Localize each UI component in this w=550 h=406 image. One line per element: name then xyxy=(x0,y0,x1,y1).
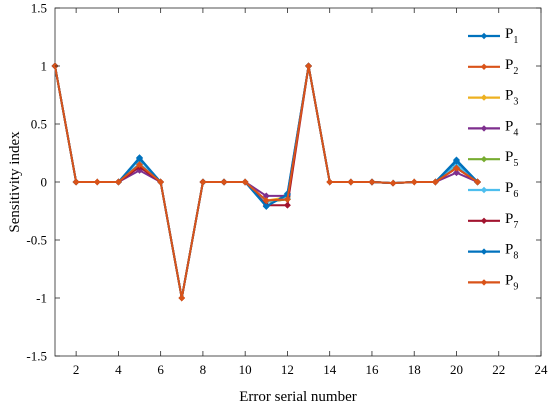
x-tick-label: 22 xyxy=(492,362,505,377)
x-tick-label: 12 xyxy=(281,362,294,377)
x-tick-label: 10 xyxy=(239,362,252,377)
x-tick-label: 2 xyxy=(73,362,80,377)
legend-swatch-marker xyxy=(480,248,488,255)
legend-item: P3 xyxy=(468,88,518,108)
data-point xyxy=(262,202,270,210)
data-point xyxy=(157,178,165,186)
data-point xyxy=(452,169,461,177)
data-point xyxy=(305,62,313,70)
y-tick-label: 1.5 xyxy=(31,1,47,16)
data-point xyxy=(114,178,122,186)
y-tick-label: 0.5 xyxy=(31,117,47,132)
data-point xyxy=(93,178,101,186)
data-point xyxy=(241,178,249,186)
legend-swatch-marker xyxy=(480,32,488,40)
data-point xyxy=(431,178,439,186)
legend: P1 P2 P3 P4 P5 P6 P7 P8 P9 xyxy=(468,26,518,292)
data-point xyxy=(199,178,207,186)
plot-frame xyxy=(54,7,542,357)
legend-swatch-marker xyxy=(480,94,488,101)
data-point xyxy=(389,179,397,187)
data-point xyxy=(178,294,186,302)
data-point xyxy=(283,201,291,209)
legend-swatch-marker xyxy=(480,125,488,132)
x-tick-label: 14 xyxy=(323,362,337,377)
data-point xyxy=(452,164,461,172)
x-tick-label: 20 xyxy=(450,362,463,377)
legend-label: P3 xyxy=(505,88,518,108)
data-point xyxy=(220,178,228,186)
x-tick-label: 18 xyxy=(408,362,421,377)
legend-label: P6 xyxy=(505,180,518,200)
legend-label: P9 xyxy=(505,272,518,292)
series-layer xyxy=(51,62,482,302)
legend-label: P1 xyxy=(505,26,518,46)
data-point xyxy=(326,178,334,186)
legend-label: P5 xyxy=(505,149,518,169)
x-tick-label: 24 xyxy=(535,362,549,377)
legend-swatch-marker xyxy=(480,63,488,70)
legend-item: P4 xyxy=(468,118,518,138)
plot-border xyxy=(54,7,542,357)
x-axis-title: Error serial number xyxy=(239,389,356,405)
y-tick-label: -1.5 xyxy=(26,349,47,364)
legend-label: P2 xyxy=(505,57,518,77)
legend-swatch-marker xyxy=(480,186,488,194)
data-point xyxy=(135,161,144,169)
legend-swatch-marker xyxy=(480,217,488,224)
y-tick-label: 1 xyxy=(41,59,48,74)
data-point xyxy=(283,195,291,203)
x-tick-label: 8 xyxy=(200,362,207,377)
x-tick-label: 6 xyxy=(157,362,164,377)
data-point xyxy=(368,178,376,186)
legend-swatch-marker xyxy=(480,279,488,286)
data-point xyxy=(262,197,270,205)
y-axis-title: Sensitivity index xyxy=(7,131,23,233)
legend-label: P7 xyxy=(505,211,518,231)
legend-item: P1 xyxy=(468,26,518,46)
legend-label: P8 xyxy=(505,242,518,262)
x-tick-label: 4 xyxy=(115,362,122,377)
series-p9 xyxy=(51,62,482,302)
data-point xyxy=(347,178,355,186)
legend-item: P7 xyxy=(468,211,518,231)
data-point xyxy=(410,178,418,186)
legend-item: P5 xyxy=(468,149,518,169)
data-point xyxy=(452,157,461,165)
legend-item: P6 xyxy=(468,180,518,200)
y-tick-label: -1 xyxy=(36,291,47,306)
y-tick-label: -0.5 xyxy=(26,233,47,248)
legend-item: P8 xyxy=(468,242,518,262)
data-point xyxy=(474,178,482,186)
ticks-layer: 2 4 6 8 10 12 14 16 18 20 22 24-1.5-1-0.500.511.5 xyxy=(26,1,548,378)
legend-item: P2 xyxy=(468,57,518,77)
legend-swatch-marker xyxy=(480,156,488,163)
x-tick-label: 16 xyxy=(365,362,379,377)
y-tick-label: 0 xyxy=(41,175,48,190)
legend-label: P4 xyxy=(505,118,518,138)
legend-item: P9 xyxy=(468,272,518,292)
data-point xyxy=(72,178,80,186)
